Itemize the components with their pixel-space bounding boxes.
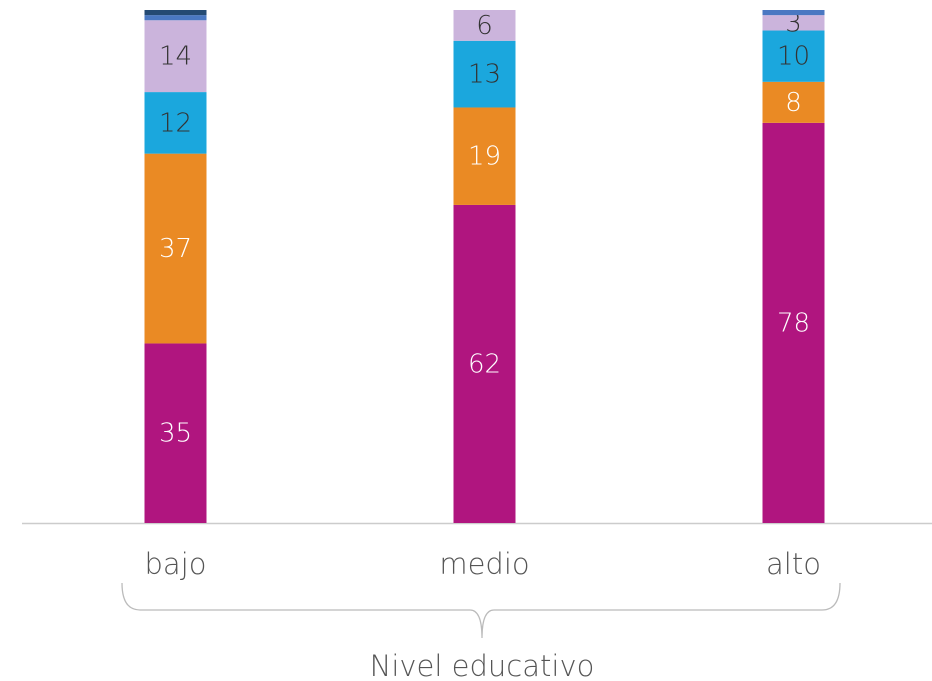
x-tick-label: bajo [145, 547, 207, 581]
bar-segment [762, 10, 825, 16]
bar-segment [762, 122, 825, 524]
data-label: 78 [777, 308, 810, 338]
bar-segment [453, 40, 516, 108]
bar-segment [144, 15, 207, 21]
data-label: 13 [468, 60, 501, 90]
bar-segment [144, 92, 207, 154]
bar-segment [144, 20, 207, 93]
bar-segment [453, 204, 516, 523]
bracket [121, 582, 841, 639]
bar-segment [144, 153, 207, 344]
data-label: 35 [159, 419, 192, 449]
bar-segment [762, 30, 825, 82]
data-label: 37 [159, 234, 192, 264]
data-label: 14 [159, 42, 192, 72]
data-label: 6 [476, 11, 493, 41]
data-label: 19 [468, 142, 501, 172]
bar-segment [453, 107, 516, 205]
data-label: 8 [785, 88, 802, 118]
data-label: 10 [777, 42, 810, 72]
data-label: 62 [468, 349, 501, 379]
bar-segment [144, 10, 207, 16]
x-tick-label: medio [439, 547, 529, 581]
bar-segment [762, 81, 825, 123]
bar-segment [453, 10, 516, 41]
data-label: 12 [159, 108, 192, 138]
bar-segment [144, 343, 207, 523]
bar-segment [762, 15, 825, 31]
x-tick-label: alto [766, 547, 821, 581]
axis-title: Nivel educativo [370, 649, 595, 681]
data-label: 3 [785, 8, 802, 38]
